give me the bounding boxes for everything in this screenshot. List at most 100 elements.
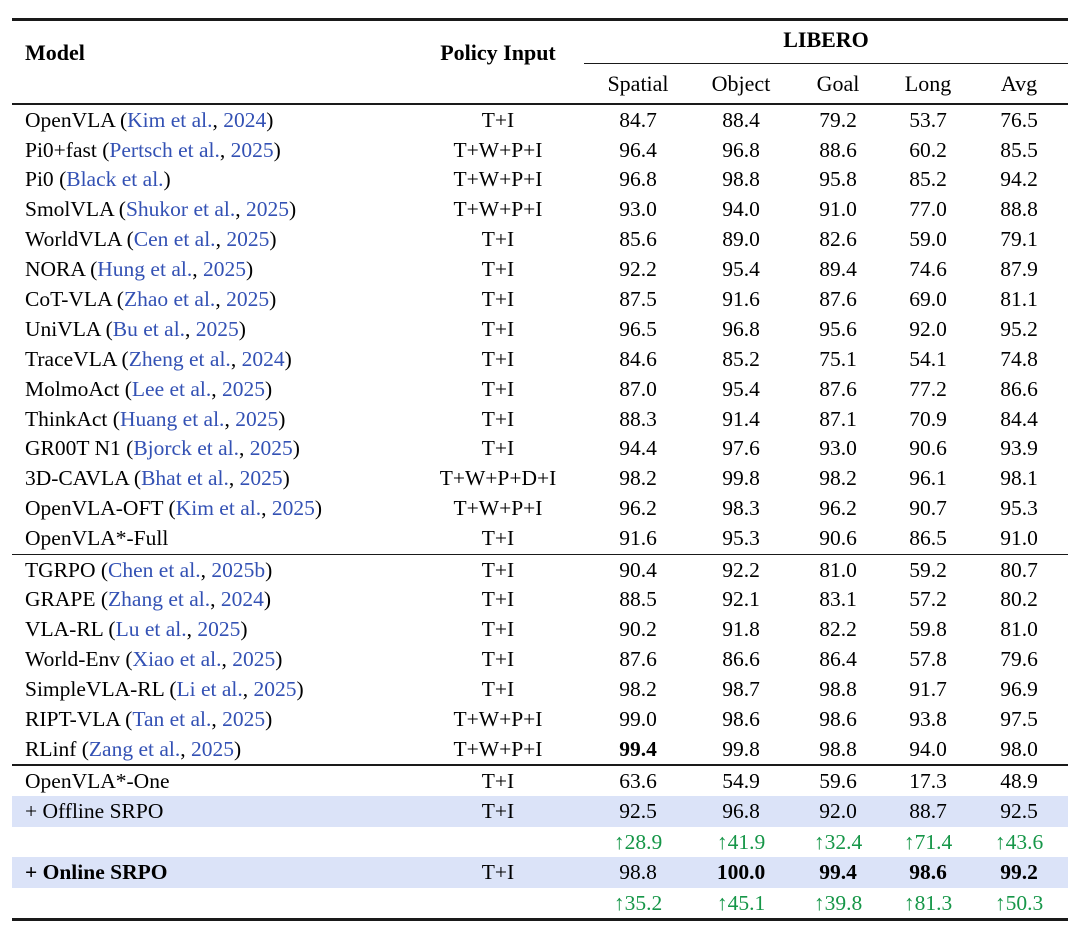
delta-row: ↑28.9 ↑41.9 ↑32.4 ↑71.4 ↑43.6	[12, 827, 1068, 858]
value-cell: 88.8	[1000, 197, 1038, 222]
table-row: Pi0 (Black et al.) T+W+P+I 96.8 98.8 95.8 85.…	[12, 165, 1068, 195]
citation-year-link[interactable]: 2025	[202, 257, 246, 282]
citation-link[interactable]: Kim et al.	[127, 107, 213, 132]
policy-input-cell: T+I	[481, 406, 515, 431]
policy-input-cell: T+I	[481, 677, 515, 702]
citation-link[interactable]: Lee et al.	[131, 376, 212, 401]
value-cell: 48.9	[1000, 768, 1038, 793]
citation-link[interactable]: Cen et al.	[133, 227, 216, 252]
citation-year-link[interactable]: 2025	[239, 466, 283, 491]
value-cell: 59.8	[909, 617, 947, 642]
citation-link[interactable]: Zang et al.	[88, 736, 181, 761]
citation-year-link[interactable]: 2025	[195, 316, 239, 341]
citation-year-link[interactable]: 2024	[223, 107, 267, 132]
delta-row: ↑35.2 ↑45.1 ↑39.8 ↑81.3 ↑50.3	[12, 888, 1068, 919]
value-cell: 98.0	[1000, 736, 1038, 761]
citation-link[interactable]: Lu et al.	[115, 617, 187, 642]
policy-input-cell: T+I	[481, 557, 515, 582]
value-cell: 95.6	[819, 316, 857, 341]
citation-link[interactable]: Hung et al.	[97, 257, 193, 282]
citation-link[interactable]: Bu et al.	[112, 316, 186, 341]
value-cell: 87.5	[619, 286, 657, 311]
value-cell: 95.4	[722, 257, 760, 282]
value-cell: 99.8	[722, 736, 760, 761]
citation-link[interactable]: Chen et al.	[108, 557, 201, 582]
value-cell: 57.8	[909, 647, 947, 672]
citation-year-link[interactable]: 2025	[191, 736, 234, 761]
value-cell: 57.2	[909, 587, 947, 612]
value-cell: 86.6	[1000, 376, 1038, 401]
citation-link[interactable]: Kim et al.	[175, 496, 262, 521]
section-divider-rule	[12, 764, 1068, 766]
value-cell: 92.5	[1000, 799, 1038, 824]
policy-input-cell: T+I	[481, 376, 515, 401]
citation-year-link[interactable]: 2025	[249, 436, 293, 461]
citation-link[interactable]: Pertsch et al.	[109, 137, 220, 162]
value-cell: 96.8	[722, 137, 760, 162]
value-cell: 86.5	[909, 526, 947, 551]
value-cell: 59.2	[909, 557, 947, 582]
model-name: MolmoAct	[25, 376, 120, 401]
citation-year-link[interactable]: 2025	[226, 286, 270, 311]
table-row: OpenVLA (Kim et al., 2024) T+I 84.7 88.4 79.…	[12, 105, 1068, 135]
value-cell: 87.9	[1000, 257, 1038, 282]
model-name: OpenVLA-OFT	[25, 496, 164, 521]
citation-year-link[interactable]: 2025	[235, 406, 279, 431]
value-cell: 92.1	[722, 587, 760, 612]
table-row: OpenVLA*-Full T+I 91.6 95.3 90.6 86.5 91.0	[12, 524, 1068, 554]
table-row: TraceVLA (Zheng et al., 2024) T+I 84.6 85.2…	[12, 344, 1068, 374]
citation-year-link[interactable]: 2025	[245, 197, 289, 222]
value-cell: 98.3	[722, 496, 760, 521]
value-cell: 87.0	[619, 376, 657, 401]
value-cell: 90.6	[909, 436, 947, 461]
value-cell: 95.2	[1000, 316, 1038, 341]
model-cell: UniVLA (Bu et al., 2025)	[25, 316, 246, 341]
citation-link[interactable]: Tan et al.	[132, 707, 212, 732]
value-cell: 82.2	[819, 617, 857, 642]
citation-link[interactable]: Xiao et al.	[132, 647, 222, 672]
citation-year-link[interactable]: 2024	[220, 587, 264, 612]
citation-link[interactable]: Bhat et al.	[141, 466, 229, 491]
value-cell: 77.2	[909, 376, 947, 401]
model-name: OpenVLA*-One	[25, 768, 170, 793]
citation-year-link[interactable]: 2025	[230, 137, 274, 162]
citation-year-link[interactable]: 2025	[232, 647, 276, 672]
policy-input-cell: T+W+P+I	[453, 707, 543, 732]
citation-year-link[interactable]: 2025	[271, 496, 315, 521]
citation-link[interactable]: Huang et al.	[119, 406, 225, 431]
value-cell: 92.2	[722, 557, 760, 582]
citation-link[interactable]: Zhang et al.	[108, 587, 211, 612]
citation-link[interactable]: Black et al.	[66, 167, 164, 192]
citation-year-link[interactable]: 2025	[197, 617, 241, 642]
value-cell: 92.0	[909, 316, 947, 341]
citation-year-link[interactable]: 2025	[253, 677, 297, 702]
policy-input-cell: T+I	[481, 799, 515, 824]
table-row: Pi0+fast (Pertsch et al., 2025) T+W+P+I 96…	[12, 135, 1068, 165]
value-cell: 59.6	[819, 768, 857, 793]
value-cell: 98.6	[819, 707, 857, 732]
value-cell: 89.4	[819, 257, 857, 282]
model-cell: WorldVLA (Cen et al., 2025)	[25, 227, 277, 252]
policy-input-cell: T+W+P+I	[453, 167, 543, 192]
value-cell: 88.6	[819, 137, 857, 162]
citation-link[interactable]: Bjorck et al.	[133, 436, 239, 461]
citation-link[interactable]: Shukor et al.	[125, 197, 236, 222]
citation-year-link[interactable]: 2025b	[211, 557, 266, 582]
citation-link[interactable]: Zheng et al.	[128, 346, 231, 371]
model-cell: VLA-RL (Lu et al., 2025)	[25, 617, 248, 642]
value-cell: 99.4	[819, 860, 857, 885]
value-cell: 98.6	[909, 860, 947, 885]
value-cell: 54.9	[722, 768, 760, 793]
value-cell: 90.4	[619, 557, 657, 582]
value-cell: 85.6	[619, 227, 657, 252]
delta-value-cell: ↑32.4	[813, 829, 863, 854]
citation-link[interactable]: Li et al.	[176, 677, 243, 702]
citation-year-link[interactable]: 2024	[241, 346, 285, 371]
model-name: Pi0	[25, 167, 54, 192]
citation-year-link[interactable]: 2025	[222, 707, 266, 732]
citation-year-link[interactable]: 2025	[226, 227, 270, 252]
citation-year-link[interactable]: 2025	[222, 376, 266, 401]
table-row: OpenVLA*-One T+I 63.6 54.9 59.6 17.3 48.9	[12, 766, 1068, 797]
section-divider-rule	[12, 553, 1068, 556]
citation-link[interactable]: Zhao et al.	[123, 286, 216, 311]
